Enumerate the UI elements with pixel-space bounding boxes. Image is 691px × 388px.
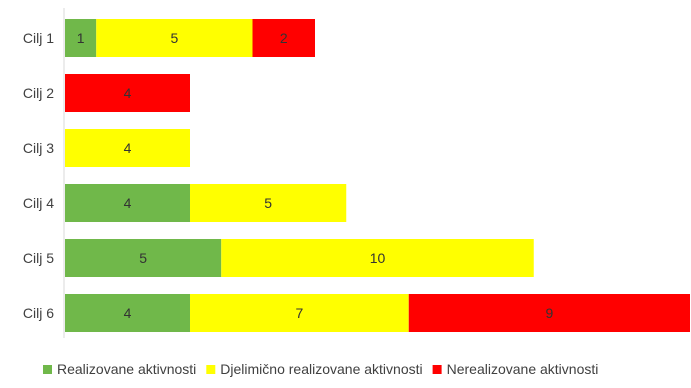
data-label-cilj-3-djelimi-no-realizovane-aktivnosti: 4	[124, 140, 132, 156]
category-label-cilj-6: Cilj 6	[23, 305, 54, 321]
bar-cilj-4-realizovane-aktivnosti	[65, 184, 190, 222]
bar-cilj-3-djelimi-no-realizovane-aktivnosti	[65, 129, 190, 167]
legend: Realizovane aktivnosti Djelimično realizo…	[43, 361, 598, 377]
data-label-cilj-5-realizovane-aktivnosti: 5	[139, 250, 147, 266]
category-label-cilj-4: Cilj 4	[23, 195, 54, 211]
bar-cilj-6-djelimi-no-realizovane-aktivnosti	[190, 294, 409, 332]
data-labels: 1 5 2 4 4 4 5 5 10 4 7 9	[77, 30, 554, 321]
legend-swatch-nerealizovane-aktivnosti	[432, 365, 442, 374]
category-label-cilj-2: Cilj 2	[23, 85, 54, 101]
category-label-cilj-3: Cilj 3	[23, 140, 54, 156]
legend-label-djelimi-no-realizovane-aktivnosti: Djelimično realizovane aktivnosti	[220, 361, 422, 377]
data-label-cilj-6-djelimi-no-realizovane-aktivnosti: 7	[295, 305, 303, 321]
data-label-cilj-1-nerealizovane-aktivnosti: 2	[280, 30, 288, 46]
bar-cilj-5-djelimi-no-realizovane-aktivnosti	[221, 239, 534, 277]
category-label-cilj-5: Cilj 5	[23, 250, 54, 266]
data-label-cilj-1-realizovane-aktivnosti: 1	[77, 30, 85, 46]
data-label-cilj-1-djelimi-no-realizovane-aktivnosti: 5	[170, 30, 178, 46]
data-label-cilj-2-nerealizovane-aktivnosti: 4	[124, 85, 132, 101]
data-label-cilj-6-nerealizovane-aktivnosti: 9	[545, 305, 553, 321]
legend-swatch-djelimi-no-realizovane-aktivnosti	[206, 365, 216, 374]
bar-cilj-1-djelimi-no-realizovane-aktivnosti	[96, 19, 253, 57]
bars	[65, 19, 690, 332]
data-label-cilj-5-djelimi-no-realizovane-aktivnosti: 10	[370, 250, 386, 266]
bar-cilj-5-realizovane-aktivnosti	[65, 239, 222, 277]
category-labels: Cilj 1 Cilj 2 Cilj 3 Cilj 4 Cilj 5 Cilj 6	[23, 30, 54, 321]
legend-label-realizovane-aktivnosti: Realizovane aktivnosti	[57, 361, 196, 377]
bar-cilj-1-nerealizovane-aktivnosti	[252, 19, 315, 57]
legend-swatch-realizovane-aktivnosti	[43, 365, 52, 374]
bar-cilj-4-djelimi-no-realizovane-aktivnosti	[190, 184, 347, 222]
data-label-cilj-6-realizovane-aktivnosti: 4	[124, 305, 132, 321]
bar-cilj-6-realizovane-aktivnosti	[65, 294, 190, 332]
data-label-cilj-4-realizovane-aktivnosti: 4	[124, 195, 132, 211]
category-label-cilj-1: Cilj 1	[23, 30, 54, 46]
bar-cilj-2-nerealizovane-aktivnosti	[65, 74, 190, 112]
data-label-cilj-4-djelimi-no-realizovane-aktivnosti: 5	[264, 195, 272, 211]
bar-cilj-1-realizovane-aktivnosti	[65, 19, 97, 57]
bar-cilj-6-nerealizovane-aktivnosti	[408, 294, 690, 332]
legend-label-nerealizovane-aktivnosti: Nerealizovane aktivnosti	[447, 361, 599, 377]
